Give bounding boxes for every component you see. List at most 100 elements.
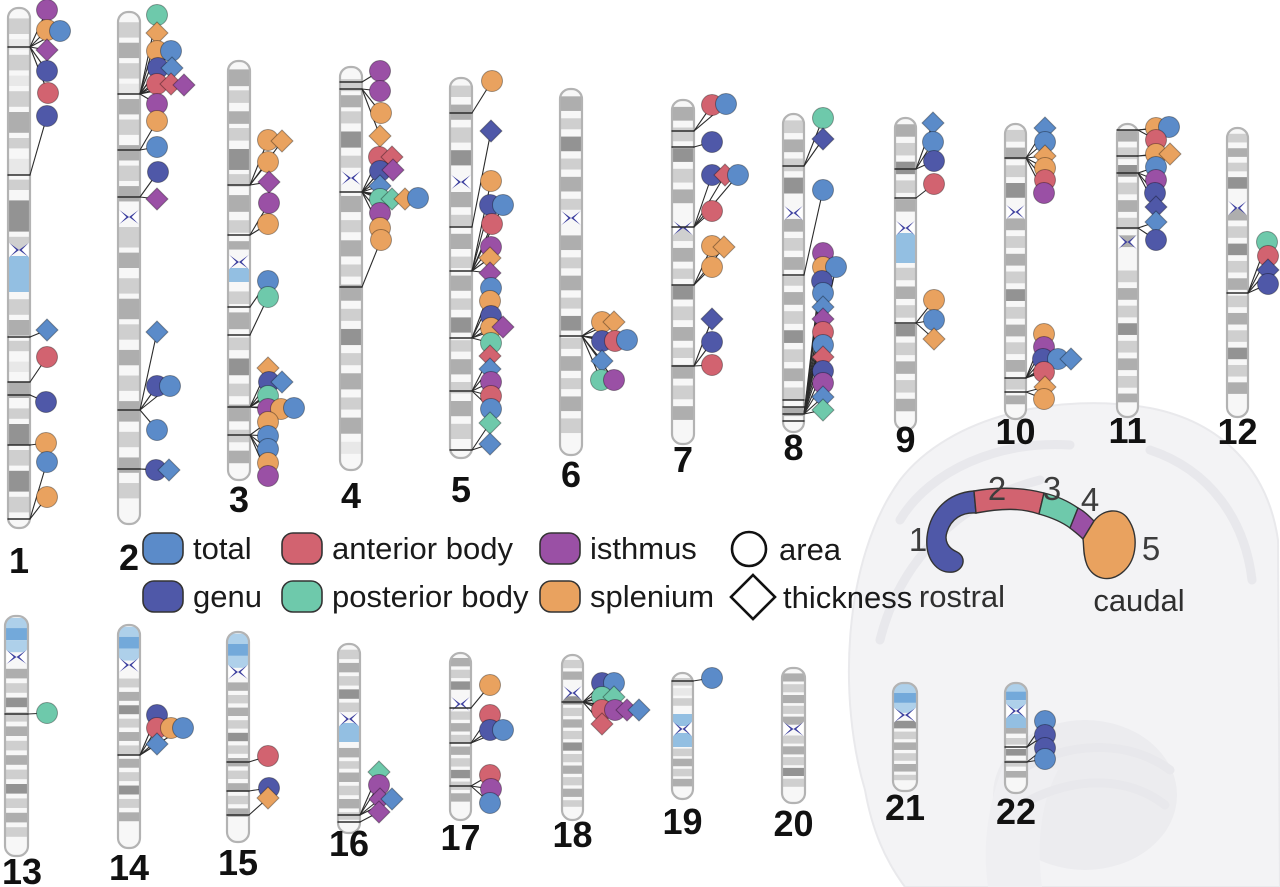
centromere-pinch	[131, 656, 140, 674]
legend-swatch-total	[142, 532, 184, 565]
centromere	[1005, 204, 1026, 220]
marker-total-area	[159, 375, 181, 397]
legend-label: total	[193, 531, 252, 566]
chromosome-band	[560, 257, 582, 269]
centromere	[338, 711, 360, 727]
chromosome-band	[340, 373, 362, 390]
chromosome-band	[893, 720, 917, 729]
chromosome-band	[118, 227, 140, 248]
chromosome-band	[895, 398, 916, 412]
chromosome-band	[340, 284, 362, 301]
chromosome-band	[228, 128, 250, 141]
centromere-pinch	[796, 720, 805, 738]
legend-item-splenium: splenium	[539, 579, 714, 614]
marker-genu-area	[701, 131, 723, 153]
centromere-pinch	[118, 208, 127, 226]
chromosome-body	[782, 668, 805, 803]
marker-total-area	[715, 93, 737, 115]
marker-total-area	[492, 194, 514, 216]
chromosome-5: 5	[448, 70, 515, 510]
centromere-pinch	[241, 253, 250, 271]
chromosome-band	[8, 39, 30, 50]
chromosome-band	[5, 755, 28, 765]
marker-genu-area	[1257, 273, 1279, 295]
chromosome-band	[228, 383, 250, 397]
legend: total genu anterior body posterior body isth…	[142, 530, 912, 621]
marker-total-area	[36, 451, 58, 473]
chromosome-band	[450, 681, 471, 690]
legend-item-total: total	[142, 531, 252, 566]
chromosome-band	[228, 90, 250, 103]
chromosome-label: 3	[229, 479, 249, 520]
chromosome-20: 20	[773, 666, 814, 844]
centromere-pinch	[1018, 203, 1026, 221]
marker-total-thickness	[380, 787, 404, 811]
centromere-pinch	[685, 720, 693, 738]
chromosome-band	[1005, 218, 1026, 231]
marker-total-thickness	[157, 458, 181, 482]
chromosome-label: 11	[1108, 410, 1146, 451]
chromosome-band	[1005, 306, 1026, 319]
chromosome-band	[1005, 342, 1026, 355]
cc-segment-number: 2	[988, 470, 1006, 507]
chromosome-band	[450, 104, 472, 120]
chromosome-band	[227, 720, 249, 729]
legend-swatch-genu	[142, 580, 184, 613]
chromosome-band	[1227, 260, 1248, 273]
chromosome-band	[783, 238, 804, 251]
chromosome-band	[560, 418, 582, 434]
chromosome-band	[672, 768, 693, 777]
chromosome-body	[5, 616, 28, 856]
chromosome-band	[1117, 235, 1138, 248]
chromosome-band	[672, 327, 694, 341]
chromosome-border	[116, 623, 142, 850]
legend-label: splenium	[590, 579, 714, 614]
marker-total-area	[1158, 116, 1180, 138]
chromosome-band	[450, 192, 472, 208]
chromosome-band	[5, 726, 28, 736]
brain-gyri-line	[1025, 778, 1170, 810]
legend-swatch-posterior-body	[281, 580, 323, 613]
highlight-band	[338, 723, 360, 742]
chromosome-band	[8, 361, 30, 372]
marker-total-area	[616, 329, 638, 351]
chromosome-16: 16	[329, 642, 404, 864]
corpus-callosum-diagram: 1 2 3 4 5 rostral caudal	[909, 470, 1185, 618]
chromosome-band	[450, 723, 471, 732]
marker-total-thickness	[270, 370, 294, 394]
chromosome-body	[8, 8, 30, 528]
chromosome-band	[1227, 312, 1248, 325]
chromosome-band	[5, 668, 28, 679]
cc-segment-number: 4	[1081, 481, 1099, 518]
marker-splenium-area	[35, 432, 57, 454]
marker-total-thickness	[1059, 347, 1083, 371]
chromosome-band	[783, 276, 804, 286]
chromosome-band	[1117, 340, 1138, 353]
chromosome-label: 21	[885, 787, 925, 828]
marker-anterior-body-area	[701, 354, 723, 376]
marker-isthmus-area	[36, 0, 58, 21]
chromosome-border	[225, 630, 251, 844]
chromosome-band	[8, 158, 30, 175]
chromosome-band	[227, 808, 249, 817]
chromosome-band	[338, 662, 360, 673]
chromosome-band	[227, 795, 249, 805]
chromosome-band	[227, 770, 249, 779]
chromosome-band	[118, 678, 140, 688]
chromosome-band	[782, 684, 805, 693]
chromosome-band	[560, 275, 582, 291]
chromosome-10: 10	[995, 116, 1083, 452]
chromosome-band	[672, 127, 694, 142]
chromosome-band	[782, 673, 805, 682]
chromosome-band	[8, 18, 30, 34]
marker-splenium-area	[481, 70, 503, 92]
chromosome-band	[1227, 148, 1248, 157]
marker-total-area	[825, 256, 847, 278]
area-shape-icon	[730, 530, 768, 568]
chromosome-band	[893, 731, 917, 740]
chromosome-band	[5, 740, 28, 751]
chromosome-band	[227, 783, 249, 792]
marker-genu-area	[35, 391, 57, 413]
chromosome-label: 2	[119, 537, 139, 578]
chromosome-band	[1005, 727, 1027, 734]
